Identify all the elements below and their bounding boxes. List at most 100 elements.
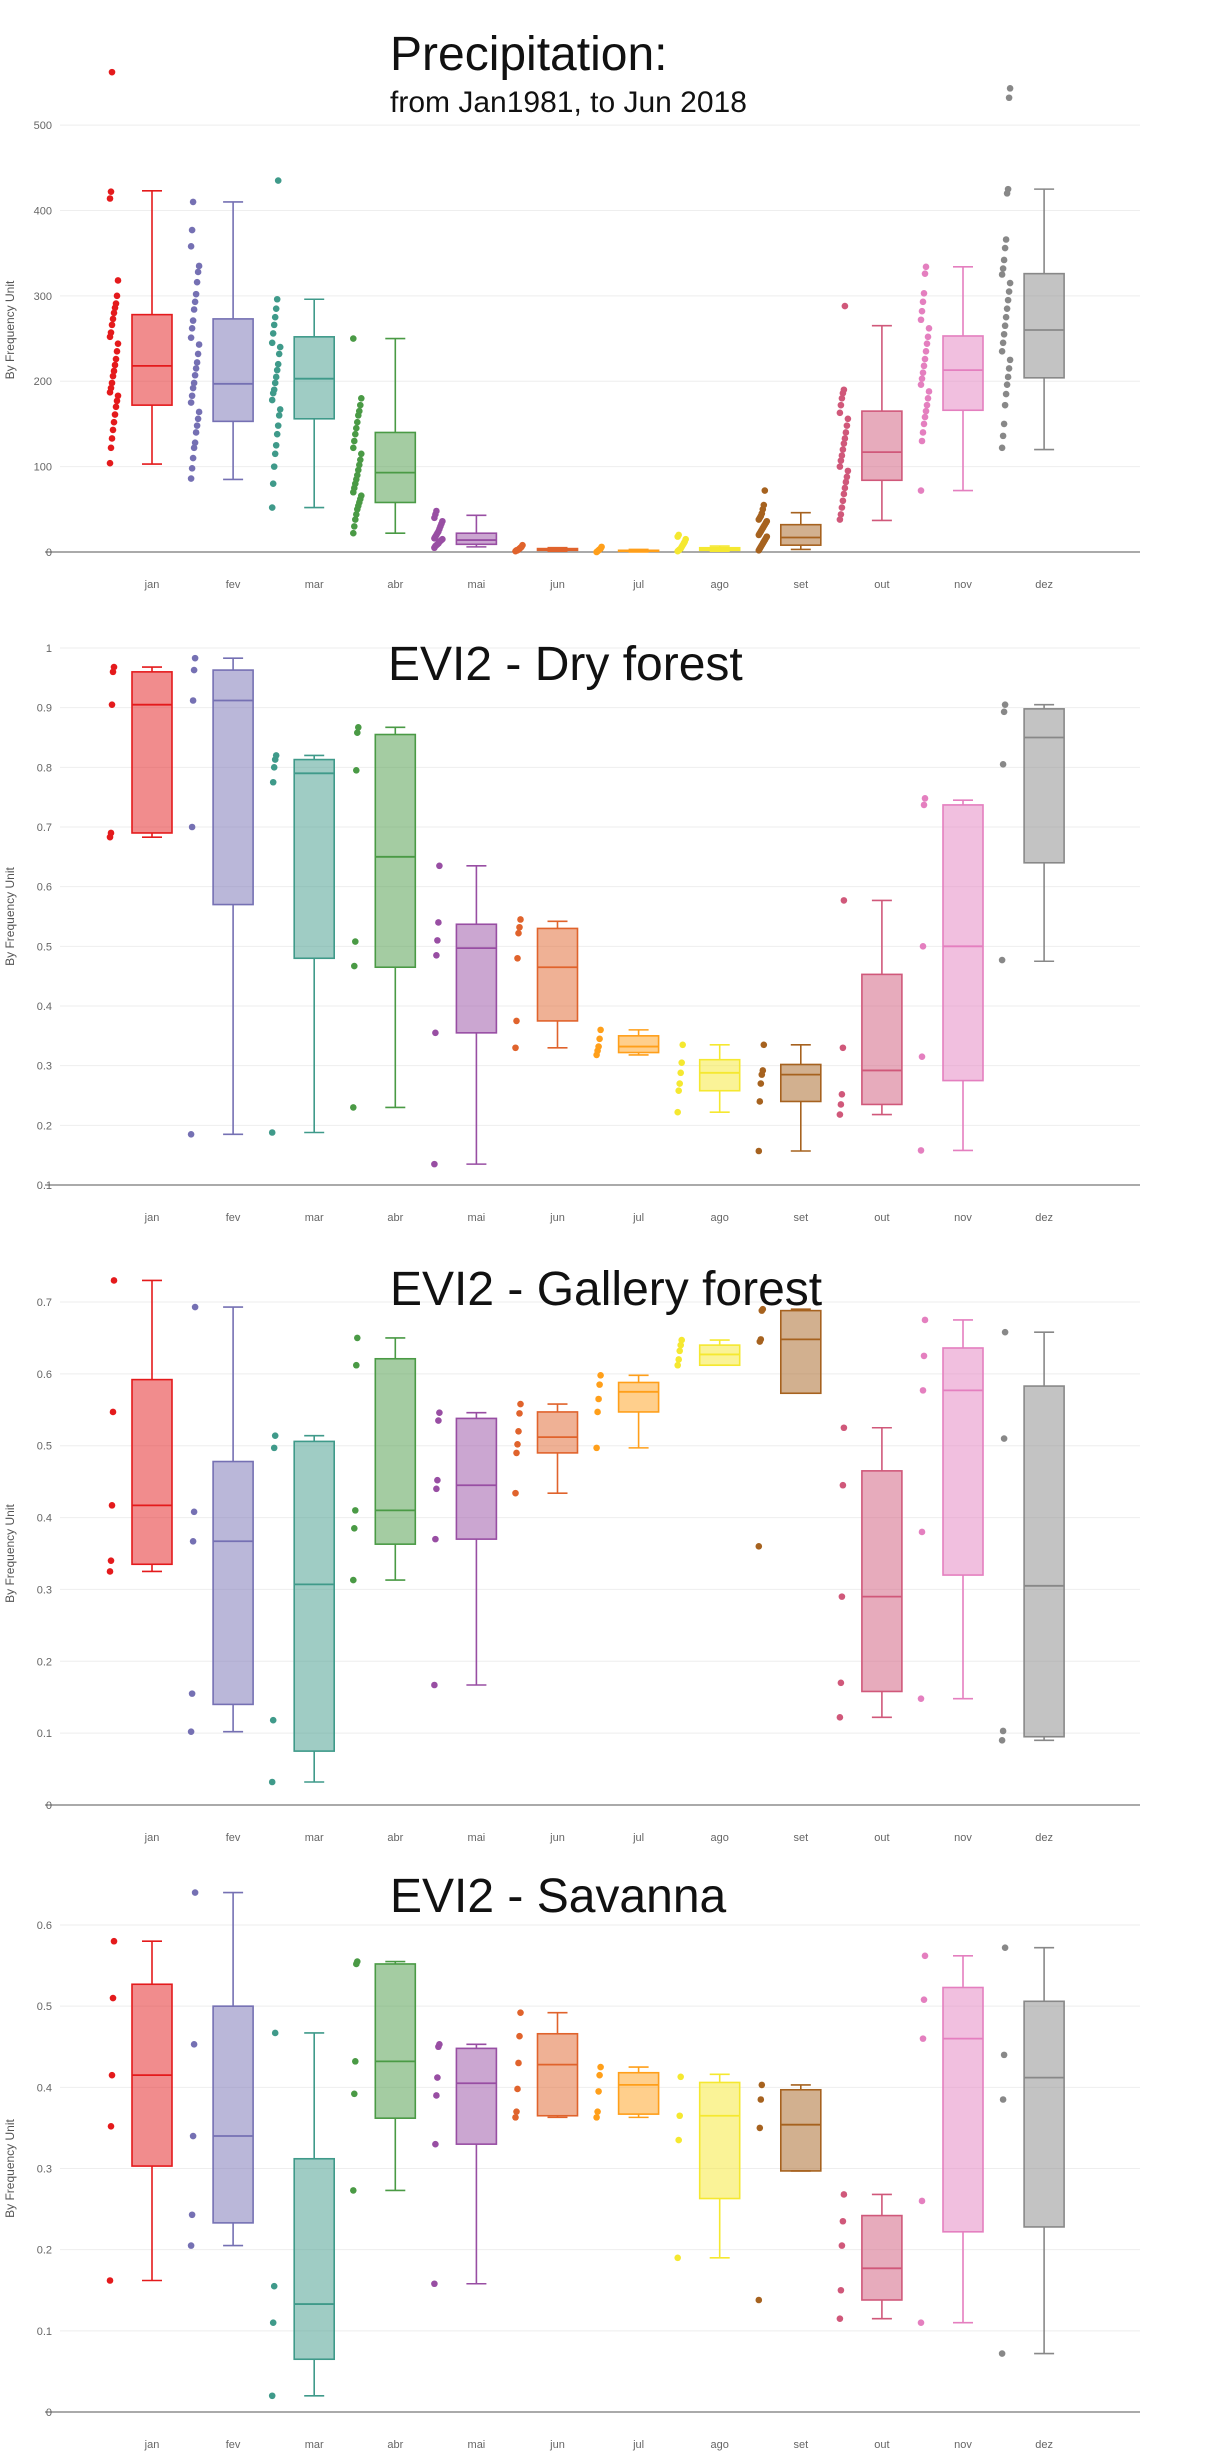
box-iqr (536, 927, 579, 1022)
x-tick-label: jun (549, 579, 565, 591)
data-point (355, 724, 362, 731)
data-point (188, 324, 196, 332)
data-point (837, 2286, 845, 2294)
box-jul (593, 1371, 660, 1452)
data-point (352, 1507, 359, 1514)
y-tick-label: 0 (46, 2407, 52, 2419)
data-point (512, 1489, 519, 1497)
data-point (272, 305, 280, 312)
box-iqr (779, 1063, 822, 1103)
chart-panel-1: 0 100 200 300 400 500 By Frequency Unit Precipi… (3, 28, 1140, 591)
data-point (677, 1341, 684, 1349)
box-dez (998, 1944, 1065, 2357)
data-point (676, 1347, 683, 1355)
box-iqr (1023, 1385, 1065, 1738)
data-point (674, 2254, 681, 2262)
data-point (191, 1303, 199, 1311)
data-point (357, 456, 364, 464)
box-mai (431, 862, 498, 1168)
data-point (763, 517, 771, 525)
x-tick-label: jan (144, 1832, 160, 1844)
box-jul (593, 2063, 660, 2121)
data-point (188, 465, 196, 472)
data-point (114, 392, 122, 400)
box-ago (674, 531, 741, 555)
x-tick-label: ago (711, 1832, 729, 1844)
y-tick-label: 0.4 (37, 1513, 52, 1525)
y-tick-label: 0.4 (37, 2082, 52, 2094)
x-tick-label: nov (954, 2439, 972, 2451)
box-iqr (861, 2214, 903, 2301)
y-tick-label: 0.7 (37, 1297, 52, 1309)
data-point (675, 531, 682, 539)
data-point (190, 306, 198, 313)
data-point (114, 340, 122, 347)
box-nov (917, 795, 984, 1154)
y-tick-label: 0.2 (37, 1656, 52, 1668)
x-tick-label: nov (954, 1212, 972, 1224)
box-iqr (455, 923, 498, 1034)
data-point (920, 1996, 928, 2003)
data-point (1000, 256, 1008, 264)
data-point (111, 361, 119, 369)
data-point (838, 504, 846, 511)
x-tick-label: fev (226, 1212, 241, 1224)
box-nov (917, 263, 984, 494)
data-point (187, 1130, 195, 1138)
data-point (434, 2074, 441, 2081)
data-point (353, 424, 360, 432)
chart-panel-4: 0 0.1 0.2 0.3 0.4 0.5 0.6 By Frequency Unit EVI2… (3, 1870, 1140, 2451)
y-tick-label: 0.1 (37, 2326, 52, 2338)
data-point (596, 1381, 603, 1388)
data-point (516, 923, 523, 931)
box-jan (106, 1277, 173, 1575)
y-tick-label: 0.4 (37, 1001, 52, 1013)
data-point (919, 943, 927, 950)
box-iqr (374, 1963, 417, 2119)
data-point (840, 2191, 848, 2198)
data-point (354, 729, 361, 737)
data-point (109, 426, 117, 434)
data-point (1002, 313, 1010, 321)
data-point (998, 2350, 1006, 2357)
data-point (191, 371, 199, 379)
data-point (917, 1695, 925, 1702)
box-iqr (212, 318, 254, 423)
data-point (1004, 296, 1012, 304)
data-point (595, 1043, 602, 1050)
data-point (923, 340, 931, 347)
data-point (109, 372, 117, 380)
data-point (351, 523, 358, 530)
data-point (1000, 330, 1008, 338)
data-point (837, 457, 845, 464)
data-point (920, 1352, 928, 1360)
data-point (268, 1778, 276, 1786)
data-point (358, 395, 365, 402)
data-point (108, 1502, 116, 1509)
data-point (1002, 236, 1010, 243)
box-iqr (455, 2047, 498, 2145)
box-mai (431, 2041, 498, 2288)
data-point (189, 2132, 197, 2140)
data-point (516, 2032, 523, 2040)
data-point (839, 446, 847, 453)
data-point (919, 298, 927, 306)
data-point (433, 2092, 440, 2099)
data-point (595, 2088, 602, 2095)
data-point (108, 701, 116, 708)
data-point (190, 444, 198, 452)
data-point (187, 2242, 195, 2249)
box-iqr (942, 335, 984, 412)
box-jun (512, 2009, 579, 2121)
x-tick-label: fev (226, 579, 241, 591)
data-point (276, 406, 284, 413)
x-tick-label: abr (387, 2439, 403, 2451)
data-point (677, 1069, 684, 1077)
x-tick-label: set (793, 1832, 808, 1844)
data-point (434, 1476, 441, 1484)
data-point (594, 2108, 601, 2115)
data-point (921, 413, 929, 421)
data-point (682, 535, 689, 543)
x-tick-label: fev (226, 2439, 241, 2451)
